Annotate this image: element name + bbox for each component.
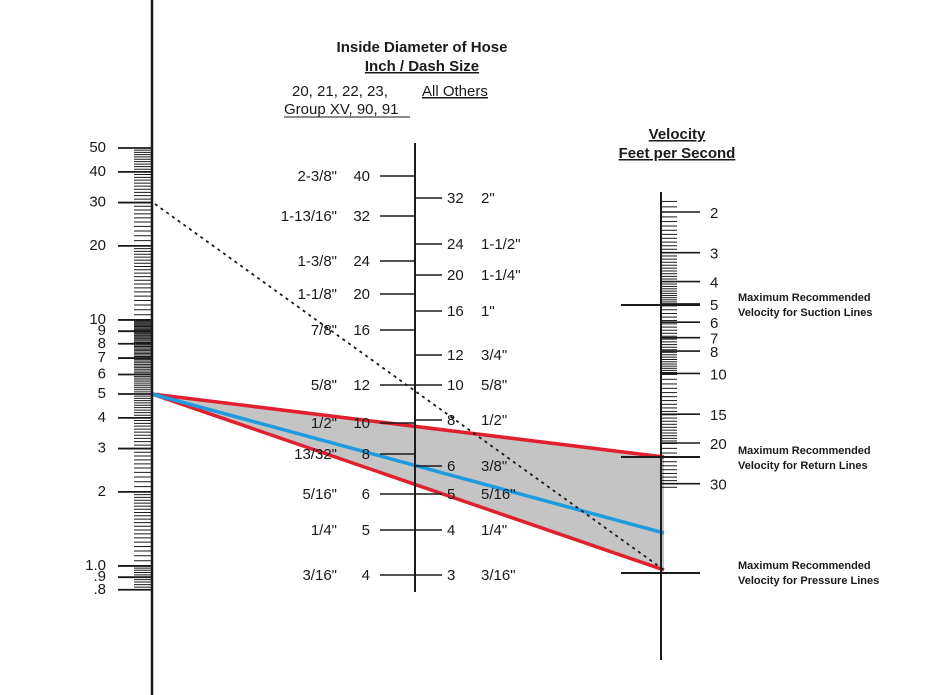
hose-right-dash-label: 16 xyxy=(447,303,464,320)
hose-left-inch-label: 3/16" xyxy=(302,567,337,584)
hose-left-dash-label: 10 xyxy=(353,415,370,432)
hose-left-dash-label: 8 xyxy=(362,446,370,463)
pressure-annotation-line2: Velocity for Pressure Lines xyxy=(738,575,879,587)
flow-tick-label: 7 xyxy=(98,349,106,366)
hose-left-inch-label: 1-13/16" xyxy=(281,208,337,225)
hose-right-dash-label: 6 xyxy=(447,458,455,475)
flow-tick-label: 40 xyxy=(89,163,106,180)
suction-annotation-line1: Maximum Recommended xyxy=(738,292,871,304)
velocity-tick-label: 30 xyxy=(710,477,727,494)
blue-example-line xyxy=(151,392,665,535)
hose-left-dash-label: 16 xyxy=(353,322,370,339)
hose-right-inch-label: 1-1/4" xyxy=(481,267,521,284)
hose-left-dash-label: 12 xyxy=(353,377,370,394)
hose-right-dash-label: 32 xyxy=(447,190,464,207)
hose-right-dash-label: 20 xyxy=(447,267,464,284)
hose-left-dash-label: 20 xyxy=(353,286,370,303)
hose-right-inch-label: 3/16" xyxy=(481,567,516,584)
hose-left-dash-label: 4 xyxy=(362,567,370,584)
velocity-tick-label: 7 xyxy=(710,331,718,348)
flow-tick-label: 50 xyxy=(89,139,106,156)
flow-tick-label: 10 xyxy=(89,311,106,328)
velocity-tick-label: 6 xyxy=(710,315,718,332)
hose-right-inch-label: 3/8" xyxy=(481,458,507,475)
hose-left-inch-label: 5/8" xyxy=(311,377,337,394)
hose-right-inch-label: 5/8" xyxy=(481,377,507,394)
hose-right-inch-label: 1" xyxy=(481,303,495,320)
hose-right-dash-label: 12 xyxy=(447,347,464,364)
return-annotation-line1: Maximum Recommended xyxy=(738,445,871,457)
velocity-tick-label: 3 xyxy=(710,246,718,263)
hose-right-inch-label: 1-1/2" xyxy=(481,236,521,253)
velocity-title-line1: Velocity xyxy=(649,126,706,143)
others-label: All Others xyxy=(422,83,488,100)
group-label-line2: Group XV, 90, 91 xyxy=(284,101,399,118)
velocity-tick-label: 2 xyxy=(710,205,718,222)
flow-tick-label: 9 xyxy=(98,322,106,339)
hose-right-dash-label: 5 xyxy=(447,486,455,503)
velocity-title-line2: Feet per Second xyxy=(619,145,736,162)
velocity-tick-label: 4 xyxy=(710,275,718,292)
velocity-tick-label: 15 xyxy=(710,407,727,424)
hose-left-inch-label: 1-3/8" xyxy=(297,253,337,270)
flow-tick-label: 20 xyxy=(89,237,106,254)
hose-left-inch-label: 2-3/8" xyxy=(297,168,337,185)
flow-tick-label: 2 xyxy=(98,483,106,500)
hose-right-inch-label: 2" xyxy=(481,190,495,207)
group-label-line1: 20, 21, 22, 23, xyxy=(292,83,388,100)
hose-title-line1: Inside Diameter of Hose xyxy=(337,39,508,56)
hose-right-inch-label: 1/2" xyxy=(481,412,507,429)
hose-right-dash-label: 24 xyxy=(447,236,464,253)
hose-left-inch-label: 1/2" xyxy=(311,415,337,432)
return-annotation-line2: Velocity for Return Lines xyxy=(738,460,868,472)
hose-right-dash-label: 10 xyxy=(447,377,464,394)
velocity-tick-label: 5 xyxy=(710,297,718,314)
hose-right-inch-label: 5/16" xyxy=(481,486,516,503)
flow-tick-label: .8 xyxy=(93,581,106,598)
flow-tick-label: 1.0 xyxy=(85,557,106,574)
hose-left-dash-label: 24 xyxy=(353,253,370,270)
hose-left-inch-label: 1-1/8" xyxy=(297,286,337,303)
hose-left-inch-label: 13/32" xyxy=(294,446,337,463)
flow-tick-label: 30 xyxy=(89,194,106,211)
hose-left-dash-label: 32 xyxy=(353,208,370,225)
hose-right-dash-label: 4 xyxy=(447,522,455,539)
flow-tick-label: .9 xyxy=(93,568,106,585)
hose-left-dash-label: 6 xyxy=(362,486,370,503)
velocity-tick-label: 10 xyxy=(710,366,727,383)
pressure-annotation-line1: Maximum Recommended xyxy=(738,560,871,572)
hose-left-inch-label: 5/16" xyxy=(302,486,337,503)
hose-left-dash-label: 5 xyxy=(362,522,370,539)
dotted-example-line xyxy=(154,203,665,571)
hose-right-dash-label: 8 xyxy=(447,412,455,429)
flow-tick-label: 6 xyxy=(98,366,106,383)
hose-left-inch-label: 1/4" xyxy=(311,522,337,539)
flow-tick-label: 3 xyxy=(98,440,106,457)
hose-title-line2: Inch / Dash Size xyxy=(365,58,479,75)
red-line-lower xyxy=(151,392,665,572)
flow-tick-label: 5 xyxy=(98,385,106,402)
red-line-upper xyxy=(151,392,665,459)
hose-right-inch-label: 1/4" xyxy=(481,522,507,539)
flow-tick-label: 8 xyxy=(98,335,106,352)
velocity-tick-label: 20 xyxy=(710,436,727,453)
flow-tick-label: 4 xyxy=(98,409,106,426)
hose-left-dash-label: 40 xyxy=(353,168,370,185)
velocity-tick-label: 8 xyxy=(710,344,718,361)
hose-diameter-scale: 40 2-3/8" 32 1-13/16" 24 1-3/8" 20 1-1/8" 16 7/8"… xyxy=(281,143,521,592)
hose-right-inch-label: 3/4" xyxy=(481,347,507,364)
suction-annotation-line2: Velocity for Suction Lines xyxy=(738,307,872,319)
hose-right-dash-label: 3 xyxy=(447,567,455,584)
hose-left-inch-label: 7/8" xyxy=(311,322,337,339)
